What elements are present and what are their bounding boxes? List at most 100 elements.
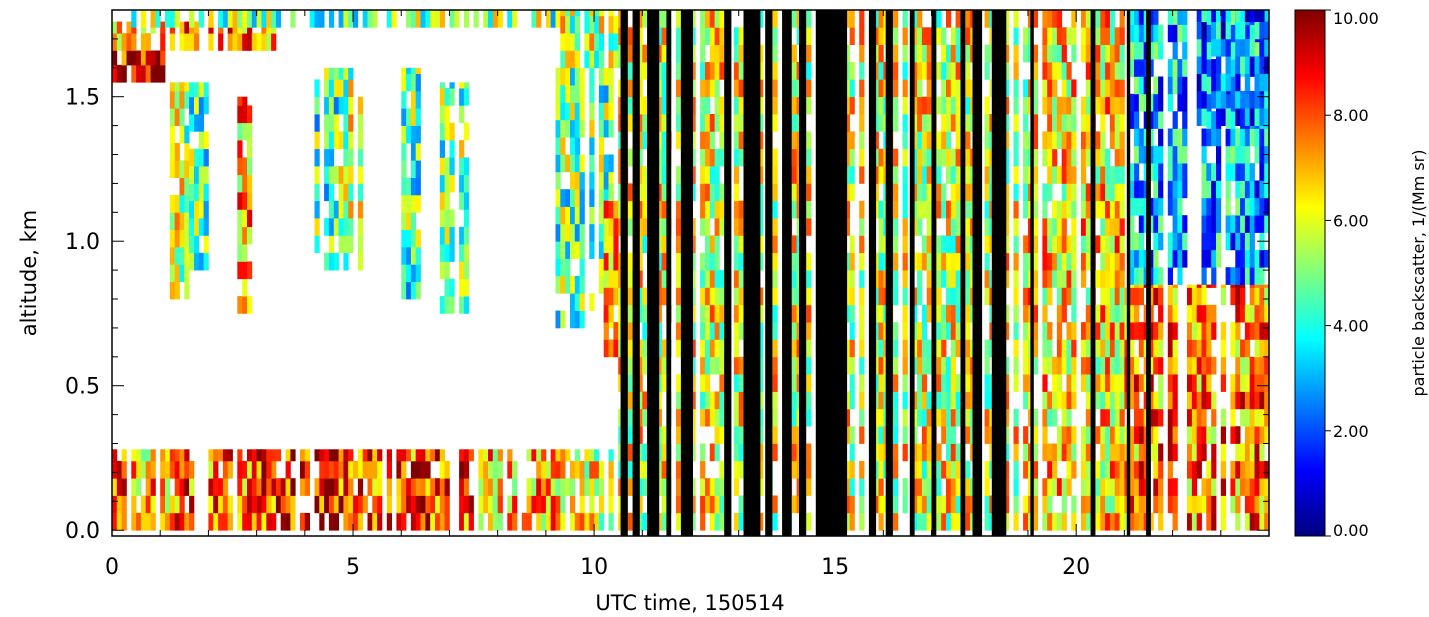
heatmap-cell bbox=[406, 125, 412, 144]
heatmap-cell bbox=[1138, 443, 1144, 462]
heatmap-cell bbox=[1114, 183, 1120, 202]
heatmap-cell bbox=[1052, 235, 1058, 254]
heatmap-cell bbox=[1206, 460, 1212, 479]
heatmap-cell bbox=[984, 426, 990, 444]
heatmap-cell bbox=[550, 10, 556, 28]
heatmap-cell bbox=[531, 10, 537, 28]
heatmap-cell bbox=[1206, 24, 1212, 43]
heatmap-cell bbox=[1220, 287, 1226, 306]
heatmap-cell bbox=[1114, 148, 1120, 167]
heatmap-cell bbox=[589, 85, 595, 103]
heatmap-cell bbox=[758, 166, 764, 184]
heatmap-cell bbox=[492, 512, 498, 531]
heatmap-cell bbox=[570, 206, 576, 225]
heatmap-cell bbox=[859, 166, 865, 184]
heatmap-cell bbox=[598, 258, 605, 277]
heatmap-cell bbox=[1013, 339, 1019, 358]
heatmap-cell bbox=[1153, 391, 1159, 410]
heatmap-cell bbox=[415, 90, 421, 109]
heatmap-cell bbox=[1254, 267, 1260, 285]
heatmap-cell bbox=[266, 478, 272, 496]
heatmap-cell bbox=[1119, 235, 1125, 254]
heatmap-cell bbox=[1254, 21, 1260, 40]
heatmap-cell bbox=[1085, 252, 1091, 271]
heatmap-cell bbox=[1003, 356, 1010, 375]
heatmap-cell bbox=[555, 171, 561, 190]
heatmap-cell bbox=[719, 270, 725, 288]
heatmap-cell bbox=[955, 166, 961, 184]
heatmap-cell bbox=[1148, 304, 1154, 323]
heatmap-cell bbox=[690, 44, 696, 63]
heatmap-cell bbox=[1230, 374, 1236, 392]
heatmap-cell bbox=[1109, 252, 1116, 271]
heatmap-cell bbox=[637, 10, 643, 28]
heatmap-cell bbox=[343, 79, 349, 98]
heatmap-cell bbox=[1158, 287, 1164, 306]
heatmap-cell bbox=[1196, 460, 1202, 479]
heatmap-cell bbox=[574, 223, 580, 242]
heatmap-cell bbox=[772, 79, 778, 98]
heatmap-cell bbox=[1196, 356, 1202, 375]
heatmap-cell bbox=[406, 264, 412, 282]
heatmap-cell bbox=[478, 478, 484, 496]
heatmap-cell bbox=[719, 478, 725, 496]
heatmap-cell bbox=[406, 449, 412, 462]
heatmap-cell bbox=[912, 391, 918, 410]
heatmap-cell bbox=[1066, 443, 1072, 462]
heatmap-cell bbox=[1225, 56, 1231, 74]
heatmap-cell bbox=[661, 131, 667, 150]
heatmap-cell bbox=[526, 449, 532, 462]
heatmap-cell bbox=[1249, 108, 1255, 126]
heatmap-cell bbox=[1201, 478, 1207, 496]
heatmap-cell bbox=[290, 10, 296, 28]
heatmap-cell bbox=[1071, 96, 1077, 115]
heatmap-cell bbox=[1105, 44, 1111, 63]
heatmap-cell bbox=[878, 426, 884, 444]
heatmap-cell bbox=[733, 391, 740, 410]
heatmap-cell bbox=[1153, 215, 1159, 233]
heatmap-cell bbox=[1134, 287, 1140, 306]
heatmap-cell bbox=[415, 264, 421, 282]
heatmap-cell bbox=[560, 10, 566, 17]
heatmap-cell bbox=[1235, 38, 1241, 57]
heatmap-cell bbox=[1138, 24, 1144, 43]
heatmap-cell bbox=[1056, 426, 1063, 444]
heatmap-cell bbox=[772, 270, 778, 288]
heatmap-cell bbox=[709, 44, 715, 63]
y-axis: 0.00.51.01.5 bbox=[65, 9, 1269, 544]
heatmap-cell bbox=[247, 105, 253, 124]
heatmap-cell bbox=[1095, 62, 1101, 80]
heatmap-cell bbox=[415, 125, 421, 144]
heatmap-cell bbox=[603, 154, 609, 173]
heatmap-cell bbox=[463, 82, 470, 89]
heatmap-cell bbox=[242, 278, 248, 297]
heatmap-cell bbox=[1211, 443, 1217, 462]
heatmap-cell bbox=[314, 131, 320, 150]
heatmap-cell bbox=[174, 160, 180, 178]
heatmap-cell bbox=[1167, 339, 1173, 358]
heatmap-cell bbox=[242, 209, 248, 228]
heatmap-cell bbox=[169, 229, 175, 248]
heatmap-cell bbox=[579, 67, 585, 86]
heatmap-cell bbox=[1158, 267, 1164, 285]
heatmap-cell bbox=[179, 33, 185, 51]
heatmap-cell bbox=[1100, 408, 1106, 427]
heatmap-cell bbox=[984, 270, 990, 288]
heatmap-cell bbox=[921, 96, 928, 115]
heatmap-cell bbox=[955, 443, 961, 462]
heatmap-cell bbox=[314, 148, 320, 167]
heatmap-cell bbox=[1191, 426, 1198, 444]
heatmap-cell bbox=[1081, 478, 1087, 496]
heatmap-cell bbox=[1206, 512, 1212, 531]
heatmap-cell bbox=[859, 148, 865, 167]
heatmap-cell bbox=[256, 478, 262, 496]
heatmap-cell bbox=[936, 339, 942, 358]
heatmap-cell bbox=[642, 512, 648, 531]
heatmap-cell bbox=[965, 96, 971, 115]
heatmap-cell bbox=[844, 460, 850, 479]
heatmap-cell bbox=[1066, 322, 1072, 340]
heatmap-cell bbox=[560, 50, 566, 69]
heatmap-cell bbox=[1254, 478, 1260, 496]
heatmap-cell bbox=[1138, 374, 1144, 392]
heatmap-cell bbox=[849, 304, 855, 323]
